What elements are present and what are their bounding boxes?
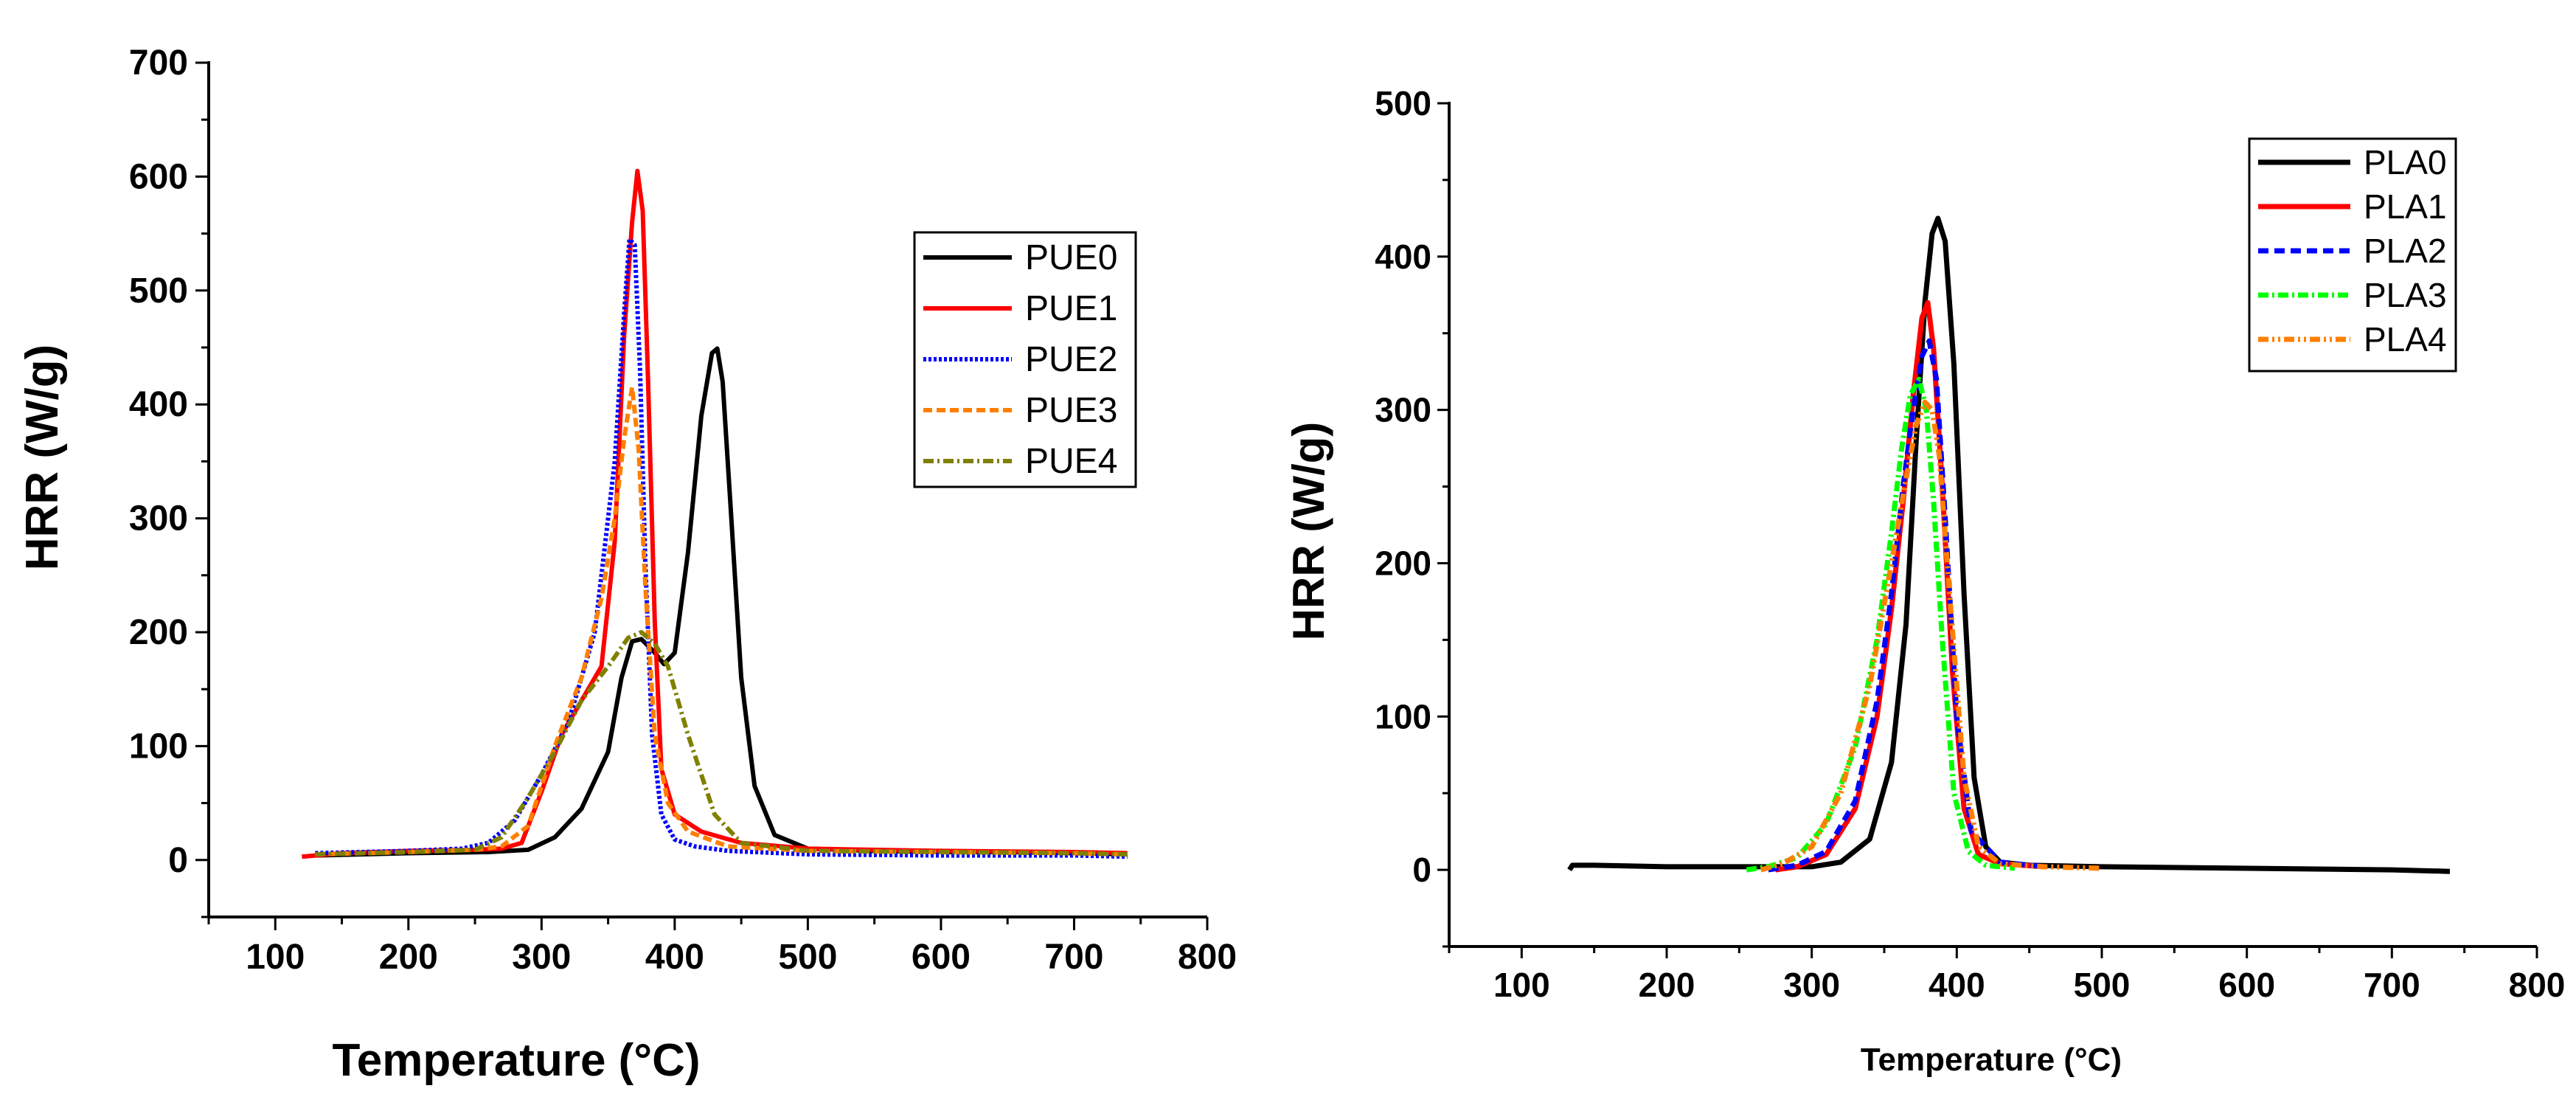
right-y-tick-label: 400 [1375,238,1431,276]
right-y-axis-title: HRR (W/g) [1284,422,1333,641]
right-x-tick-label: 600 [2218,966,2275,1004]
left-x-tick-label: 600 [912,938,971,977]
right-tick-labels: 100 200 300 400 500 600 700 800 0 100 200 300 400 500 [1375,84,2565,1004]
right-series [1567,215,2451,874]
left-y-tick-label: 700 [129,44,188,83]
right-chart: 100 200 300 400 500 600 700 800 0 100 200 300 400 500… [1284,84,2565,1078]
right-x-tick-label: 400 [1928,966,1985,1004]
right-ticks [1437,102,2538,958]
left-x-tick-label: 200 [379,938,438,977]
left-legend-label-pue0: PUE0 [1025,238,1117,277]
left-legend-label-pue2: PUE2 [1025,340,1117,379]
left-legend-label-pue1: PUE1 [1025,289,1117,328]
right-y-tick-label: 300 [1375,391,1431,429]
left-x-tick-label: 700 [1044,938,1103,977]
left-axes [207,61,1207,918]
left-legend: PUE0 PUE1 PUE2 PUE3 PUE4 [913,231,1137,488]
left-tick-labels: 100 200 300 400 500 600 700 800 0 100 200 300 400 500… [129,44,1237,977]
right-x-tick-label: 700 [2364,966,2420,1004]
left-y-axis-title: HRR (W/g) [17,345,68,570]
right-legend-label-pla2: PLA2 [2364,232,2447,270]
left-y-tick-label: 400 [129,385,188,424]
right-legend-label-pla0: PLA0 [2364,143,2447,181]
left-x-axis-title: Temperature (°C) [332,1035,700,1086]
right-series-line-pla2 [1768,338,2044,873]
right-legend-label-pla3: PLA3 [2364,276,2447,314]
right-legend-box [2248,137,2457,373]
left-x-tick-label: 100 [246,938,305,977]
right-series-line-pla3 [1746,376,2016,873]
right-x-tick-label: 200 [1639,966,1695,1004]
left-y-tick-label: 500 [129,271,188,311]
left-series-line-pue4 [315,630,1128,857]
left-y-tick-label: 300 [129,499,188,539]
left-ticks [195,61,1209,930]
right-x-axis-title: Temperature (°C) [1861,1042,2122,1078]
left-chart: 100 200 300 400 500 600 700 800 0 100 200 300 400 500… [17,44,1237,1086]
left-legend-label-pue4: PUE4 [1025,442,1117,481]
right-x-tick-label: 500 [2074,966,2131,1004]
left-x-tick-label: 300 [512,938,571,977]
right-legend: PLA0 PLA1 PLA2 PLA3 PLA4 [2248,137,2457,373]
left-series [302,168,1128,859]
right-x-tick-label: 800 [2509,966,2566,1004]
right-x-tick-label: 100 [1493,966,1550,1004]
left-y-tick-label: 0 [168,841,188,880]
right-x-tick-label: 300 [1783,966,1840,1004]
left-x-tick-label: 800 [1178,938,1237,977]
left-x-tick-label: 400 [645,938,704,977]
right-axes [1448,102,2537,948]
right-y-tick-label: 200 [1375,544,1431,582]
left-y-tick-label: 100 [129,727,188,766]
right-legend-label-pla1: PLA1 [2364,187,2447,226]
right-y-tick-label: 500 [1375,84,1431,122]
right-legend-label-pla4: PLA4 [2364,320,2447,359]
left-y-tick-label: 600 [129,157,188,196]
left-x-tick-label: 500 [778,938,837,977]
right-series-line-pla4 [1760,399,2103,873]
right-y-tick-label: 0 [1412,851,1431,889]
right-y-tick-label: 100 [1375,697,1431,736]
left-y-tick-label: 200 [129,613,188,652]
left-legend-label-pue3: PUE3 [1025,391,1117,430]
